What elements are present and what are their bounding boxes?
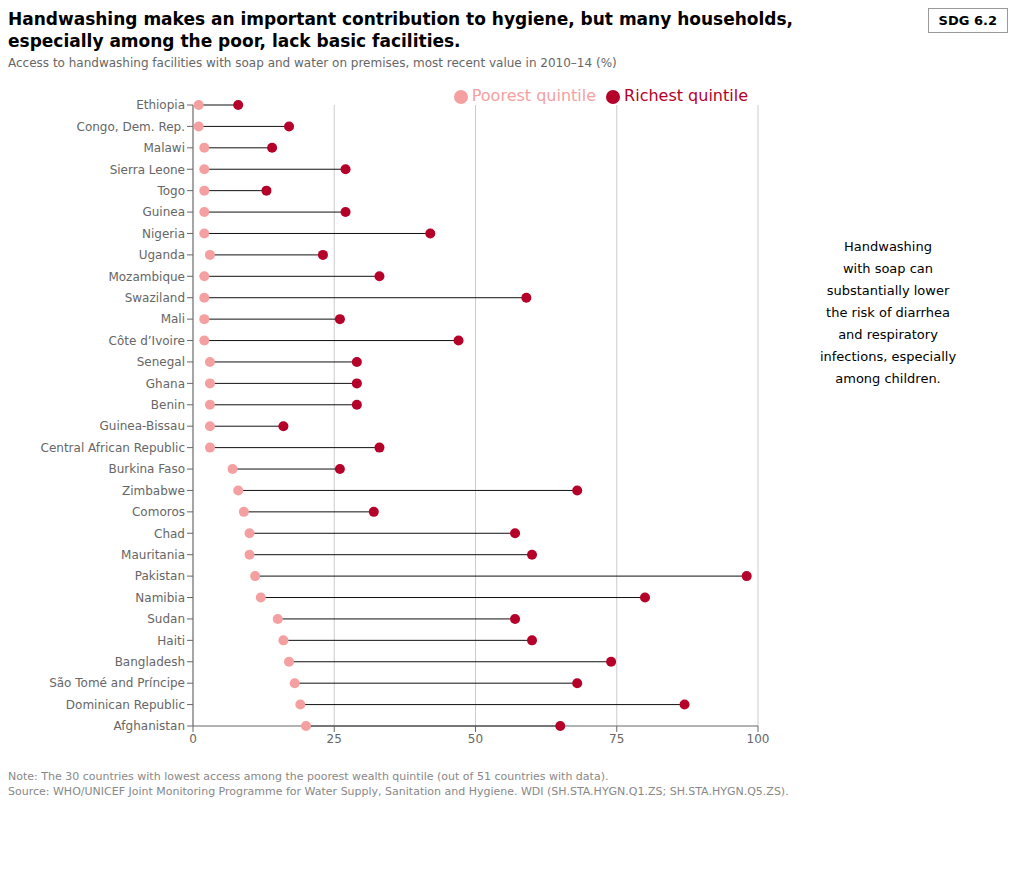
svg-text:Sudan: Sudan <box>147 612 185 626</box>
html-text:Richest quintile: Richest quintile <box>624 86 748 105</box>
svg-text:Swaziland: Swaziland <box>125 291 185 305</box>
svg-text:São Tomé and Príncipe: São Tomé and Príncipe <box>49 676 185 690</box>
svg-text:75: 75 <box>609 732 624 746</box>
svg-text:Côte d’Ivoire: Côte d’Ivoire <box>109 334 185 348</box>
svg-text:Afghanistan: Afghanistan <box>114 719 185 733</box>
svg-text:Malawi: Malawi <box>143 141 185 155</box>
svg-text:Pakistan: Pakistan <box>135 569 185 583</box>
svg-text:Senegal: Senegal <box>137 355 185 369</box>
svg-text:Zimbabwe: Zimbabwe <box>122 484 185 498</box>
svg-text:Namibia: Namibia <box>135 591 185 605</box>
svg-text:Mauritania: Mauritania <box>121 548 185 562</box>
html-text:Poorest quintile: Poorest quintile <box>471 86 597 105</box>
svg-text:100: 100 <box>747 732 770 746</box>
svg-text:25: 25 <box>327 732 342 746</box>
svg-text:Sierra Leone: Sierra Leone <box>110 163 185 177</box>
html-text:especially among the poor, lac: especially among the poor, lack basic fa… <box>8 31 461 51</box>
svg-text:Mozambique: Mozambique <box>108 270 185 284</box>
svg-text:Haiti: Haiti <box>157 634 185 648</box>
html-text:Handwashing makes an important: Handwashing makes an important contribut… <box>8 9 794 29</box>
svg-text:Burkina Faso: Burkina Faso <box>108 462 185 476</box>
html-text:SDG 6.2: SDG 6.2 <box>938 13 997 28</box>
svg-text:Bangladesh: Bangladesh <box>115 655 185 669</box>
svg-text:Central African Republic: Central African Republic <box>41 441 185 455</box>
svg-text:Chad: Chad <box>154 527 185 541</box>
svg-text:Uganda: Uganda <box>139 248 185 262</box>
svg-text:Mali: Mali <box>161 312 185 326</box>
svg-text:Dominican Republic: Dominican Republic <box>66 698 185 712</box>
svg-text:Congo, Dem. Rep.: Congo, Dem. Rep. <box>77 120 185 134</box>
svg-text:50: 50 <box>468 732 483 746</box>
html-text:Note: The 30 countries with lo: Note: The 30 countries with lowest acces… <box>8 770 609 783</box>
html-text:Source: WHO/UNICEF Joint Monit: Source: WHO/UNICEF Joint Monitoring Prog… <box>8 785 789 798</box>
svg-text:Guinea: Guinea <box>142 205 185 219</box>
html-text:Handwashing with soap can subs: Handwashing with soap can substantially … <box>819 239 957 386</box>
svg-text:Ghana: Ghana <box>146 377 185 391</box>
svg-text:Nigeria: Nigeria <box>142 227 185 241</box>
svg-text:Comoros: Comoros <box>132 505 185 519</box>
svg-text:Benin: Benin <box>151 398 185 412</box>
html-text:Access to handwashing faciliti: Access to handwashing facilities with so… <box>8 56 617 70</box>
svg-text:Togo: Togo <box>156 184 185 198</box>
svg-text:Ethiopia: Ethiopia <box>136 98 185 112</box>
svg-text:0: 0 <box>189 732 197 746</box>
svg-text:Guinea-Bissau: Guinea-Bissau <box>99 419 185 433</box>
